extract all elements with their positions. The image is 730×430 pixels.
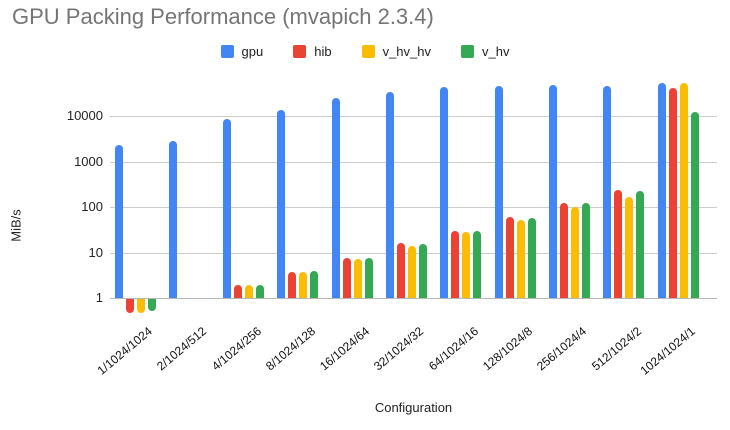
bar-gpu-128/1024/8[interactable]	[494, 86, 503, 298]
bar-v_hv-64/1024/16[interactable]	[473, 230, 482, 298]
bar-v_hv_hv-4/1024/256[interactable]	[245, 285, 254, 298]
x-tick-label: 256/1024/4	[534, 324, 590, 374]
bar-v_hv_hv-256/1024/4[interactable]	[570, 207, 579, 298]
x-tick-label: 32/1024/32	[371, 324, 427, 374]
x-axis-title: Configuration	[374, 400, 453, 415]
bar-gpu-8/1024/128[interactable]	[277, 110, 286, 298]
bar-gpu-2/1024/512[interactable]	[168, 141, 177, 298]
bar-hib-16/1024/64[interactable]	[342, 258, 351, 298]
gridline	[110, 161, 717, 163]
bar-v_hv_hv-8/1024/128[interactable]	[299, 272, 308, 298]
bar-hib-256/1024/4[interactable]	[559, 203, 568, 298]
gridline	[110, 207, 717, 208]
gridline	[110, 298, 717, 299]
x-tick-label: 8/1024/128	[262, 324, 318, 374]
x-tick-label: 1/1024/1024	[94, 324, 155, 378]
chart-title: GPU Packing Performance (mvapich 2.3.4)	[12, 4, 434, 29]
bar-gpu-16/1024/64[interactable]	[331, 97, 340, 298]
legend: gpu hib v_hv_hv v_hv	[0, 41, 730, 61]
legend-label: v_hv_hv	[382, 43, 431, 59]
bar-v_hv_hv-128/1024/8[interactable]	[516, 219, 525, 298]
bar-v_hv-8/1024/128[interactable]	[310, 271, 319, 298]
legend-item-v_hv: v_hv	[461, 44, 509, 59]
legend-item-gpu: gpu	[220, 43, 264, 59]
bar-gpu-4/1024/256[interactable]	[223, 119, 232, 298]
bar-hib-1024/1024/1[interactable]	[668, 87, 677, 298]
bar-gpu-32/1024/32[interactable]	[386, 91, 394, 298]
x-tick-label: 64/1024/16	[425, 324, 481, 374]
y-axis-title: MiB/s	[8, 209, 24, 242]
gridline	[110, 116, 717, 117]
legend-label: gpu	[241, 43, 264, 59]
bar-v_hv-512/1024/2[interactable]	[636, 190, 645, 298]
y-tick-label: 10	[88, 244, 103, 260]
bar-v_hv_hv-512/1024/2[interactable]	[625, 197, 634, 298]
y-tick-label: 100	[81, 199, 103, 214]
bar-v_hv_hv-32/1024/32[interactable]	[408, 245, 416, 298]
legend-label: hib	[314, 43, 332, 59]
bar-v_hv-32/1024/32[interactable]	[419, 244, 427, 298]
legend-swatch-icon	[293, 44, 307, 58]
legend-label: v_hv	[482, 43, 510, 59]
legend-item-hib: hib	[293, 43, 332, 59]
x-tick-label: 512/1024/2	[588, 324, 644, 374]
x-tick-label: 128/1024/8	[480, 324, 536, 374]
bar-hib-32/1024/32[interactable]	[397, 243, 405, 298]
bar-gpu-1024/1024/1[interactable]	[657, 83, 666, 298]
bar-v_hv_hv-64/1024/16[interactable]	[462, 232, 471, 298]
bar-gpu-512/1024/2[interactable]	[603, 86, 612, 298]
bar-gpu-64/1024/16[interactable]	[440, 87, 449, 298]
bar-gpu-256/1024/4[interactable]	[548, 85, 557, 298]
y-tick-label: 10000	[66, 108, 103, 123]
x-tick-label: 16/1024/64	[317, 324, 373, 374]
legend-swatch-icon	[461, 44, 474, 58]
bar-hib-4/1024/256[interactable]	[234, 285, 243, 298]
bar-hib-64/1024/16[interactable]	[451, 230, 460, 298]
bar-hib-512/1024/2[interactable]	[614, 189, 623, 298]
legend-swatch-icon	[361, 44, 375, 58]
bar-v_hv_hv-1024/1024/1[interactable]	[679, 82, 688, 298]
bar-v_hv_hv-16/1024/64[interactable]	[353, 258, 362, 298]
bar-v_hv-1024/1024/1[interactable]	[690, 111, 699, 298]
y-tick-label: 1000	[74, 153, 103, 169]
bar-v_hv-4/1024/256[interactable]	[256, 284, 265, 298]
bar-hib-1/1024/1024[interactable]	[125, 299, 134, 313]
legend-swatch-icon	[220, 44, 234, 58]
bar-v_hv-16/1024/64[interactable]	[364, 258, 373, 298]
legend-item-v_hv_hv: v_hv_hv	[361, 43, 431, 59]
bar-v_hv-1/1024/1024[interactable]	[147, 299, 156, 311]
bar-gpu-1/1024/1024[interactable]	[114, 145, 123, 298]
y-tick-label: 1	[95, 290, 103, 305]
x-tick-label: 4/1024/256	[208, 324, 264, 374]
bar-v_hv-256/1024/4[interactable]	[581, 203, 590, 298]
bar-hib-128/1024/8[interactable]	[505, 217, 514, 298]
bar-v_hv-128/1024/8[interactable]	[527, 217, 536, 298]
x-tick-label: 2/1024/512	[154, 324, 210, 374]
bar-v_hv_hv-1/1024/1024[interactable]	[136, 299, 145, 313]
bar-hib-8/1024/128[interactable]	[288, 272, 297, 298]
x-tick-label: 1024/1024/1	[637, 324, 698, 378]
